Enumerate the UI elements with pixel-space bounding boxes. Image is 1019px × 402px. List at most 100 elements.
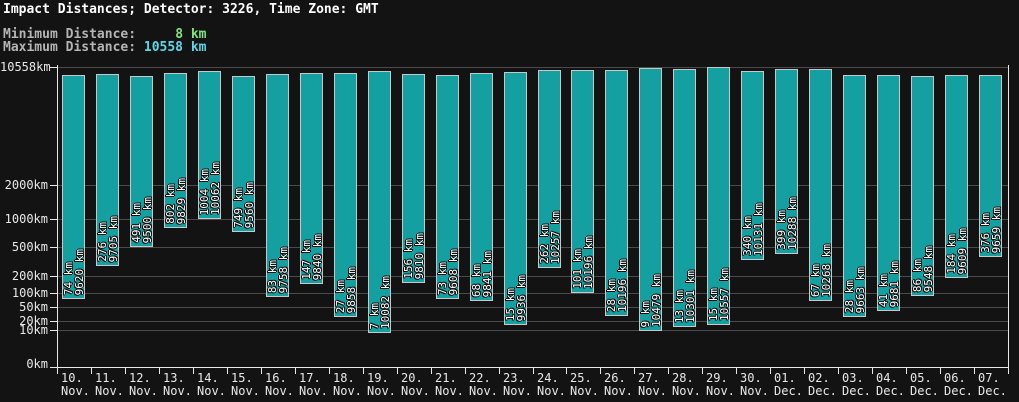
bar-value-labels: 101 km 10196 km (570, 236, 595, 289)
x-axis-tick (770, 368, 771, 374)
bar-value-labels: 41 km 9681 km (877, 260, 901, 307)
bar-min-value: 15 km (503, 287, 517, 321)
bar-max-value: 9829 km (174, 177, 188, 224)
bar-max-value: 9609 km (955, 227, 969, 274)
bar-max-value: 9608 km (446, 248, 460, 295)
bar-min-value: 7 km (367, 302, 381, 330)
bar-min-value: 68 km (469, 263, 483, 297)
x-axis-date-label: 16. Nov. (265, 371, 294, 398)
bar-value-labels: 68 km 9841 km (469, 250, 494, 297)
x-axis-line (57, 367, 1009, 368)
bar-value-labels: 7 km 10082 km (367, 276, 392, 330)
bar-min-value: 749 km (231, 188, 245, 228)
range-bar: 28 km 9663 km (842, 75, 867, 317)
range-bar: 101 km 10196 km (570, 70, 595, 293)
x-axis-tick (940, 368, 941, 374)
range-bar: 67 km 10268 km (808, 69, 833, 301)
y-axis-label: 200km (11, 269, 48, 283)
bar-max-value: 9659 km (989, 206, 1003, 253)
bar-max-value: 9841 km (480, 250, 494, 297)
y-gridline (57, 247, 1008, 248)
bar-min-value: 262 km (537, 224, 551, 264)
bar-min-value: 340 km (740, 216, 754, 256)
bar-min-value: 9 km (638, 300, 652, 328)
y-axis-label: 500km (11, 240, 48, 254)
x-axis-tick (600, 368, 601, 374)
range-bar: 15 km 9936 km (503, 72, 528, 325)
bar-min-value: 83 km (265, 259, 279, 293)
page-title: Impact Distances; Detector: 3226, Time Z… (3, 2, 379, 17)
x-axis-tick (363, 368, 364, 374)
x-axis-tick (295, 368, 296, 374)
bar-value-labels: 340 km 10131 km (740, 203, 765, 256)
x-axis-tick (91, 368, 92, 374)
bar-min-value: 802 km (163, 184, 177, 224)
maximum-distance-label: Maximum Distance: (3, 40, 137, 55)
minimum-distance-label: Minimum Distance: (3, 27, 137, 42)
x-axis-date-label: 13. Nov. (163, 371, 192, 398)
bar-min-value: 28 km (842, 279, 856, 313)
x-axis-date-label: 04. Dec. (876, 371, 905, 398)
bar-max-value: 9840 km (310, 233, 324, 280)
x-axis-date-label: 29. Nov. (706, 371, 735, 398)
range-bar: 41 km 9681 km (877, 75, 901, 311)
x-axis-date-label: 02. Dec. (808, 371, 837, 398)
bar-value-labels: 184 km 9609 km (944, 227, 969, 274)
x-axis-date-label: 14. Nov. (197, 371, 226, 398)
x-axis-tick (974, 368, 975, 374)
bar-value-labels: 1004 km 10062 km (198, 162, 222, 215)
y-axis-tick (50, 293, 57, 294)
range-bar: 83 km 9758 km (265, 74, 290, 297)
y-axis-tick (50, 307, 57, 308)
bar-value-labels: 83 km 9758 km (265, 247, 290, 293)
y-gridline (57, 307, 1008, 308)
bar-value-labels: 156 km 9810 km (402, 233, 426, 279)
x-axis-tick (125, 368, 126, 374)
x-axis-tick (906, 368, 907, 374)
bar-max-value: 9681 km (887, 260, 901, 307)
range-bar: 27 km 9858 km (334, 73, 358, 317)
y-axis-tick (50, 67, 57, 68)
bar-max-value: 10062 km (208, 162, 222, 215)
x-axis-date-label: 06. Dec. (944, 371, 973, 398)
bar-value-labels: 15 km 10557 km (707, 268, 731, 321)
bar-value-labels: 13 km 10301 km (673, 270, 697, 323)
y-gridline (57, 293, 1008, 294)
bar-max-value: 10479 km (649, 274, 663, 327)
y-axis-label: 1000km (4, 212, 48, 226)
bar-max-value: 10196 km (615, 259, 629, 312)
x-axis-tick (533, 368, 534, 374)
x-axis-tick (634, 368, 635, 374)
bar-value-labels: 28 km 9663 km (842, 267, 867, 313)
x-axis-date-label: 12. Nov. (129, 371, 158, 398)
x-axis-tick (702, 368, 703, 374)
bar-value-labels: 67 km 10268 km (808, 244, 833, 297)
x-axis-tick (397, 368, 398, 374)
bar-min-value: 67 km (808, 263, 822, 297)
range-bar: 340 km 10131 km (740, 71, 765, 260)
bar-min-value: 184 km (944, 234, 958, 274)
y-axis-tick (50, 330, 57, 331)
y-axis-label: 2000km (4, 178, 48, 192)
bar-min-value: 276 km (95, 222, 109, 262)
x-axis-tick (261, 368, 262, 374)
x-axis-date-label: 05. Dec. (910, 371, 939, 398)
y-axis-label: 10km (19, 323, 48, 337)
range-bar: 276 km 9705 km (95, 74, 120, 266)
bar-max-value: 9560 km (242, 181, 256, 228)
x-axis-date-label: 25. Nov. (570, 371, 599, 398)
range-bar: 147 km 9840 km (299, 73, 324, 284)
minimum-distance-row: Minimum Distance: 8 km (3, 27, 207, 42)
bar-max-value: 9705 km (106, 215, 120, 262)
bar-value-labels: 73 km 9608 km (436, 248, 460, 295)
bar-min-value: 147 km (299, 240, 313, 280)
y-axis-line (57, 65, 58, 368)
bar-max-value: 9548 km (921, 245, 935, 292)
bar-value-labels: 15 km 9936 km (503, 275, 528, 321)
x-axis-tick (872, 368, 873, 374)
bar-min-value: 101 km (570, 249, 584, 289)
x-axis-date-label: 22. Nov. (469, 371, 498, 398)
x-axis-date-label: 03. Dec. (842, 371, 871, 398)
x-axis-tick (1008, 368, 1009, 374)
